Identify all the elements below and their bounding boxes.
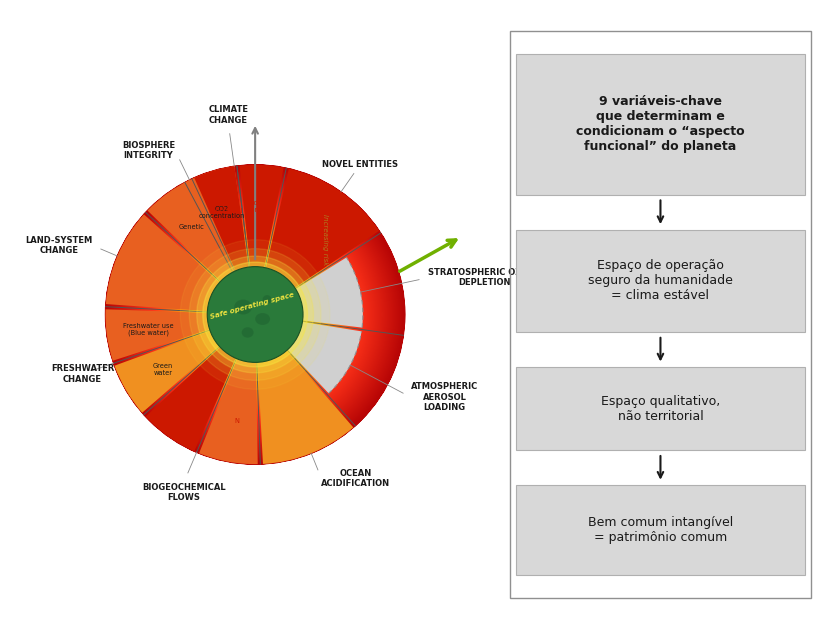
Wedge shape xyxy=(194,166,249,270)
Text: LAND-SYSTEM
CHANGE: LAND-SYSTEM CHANGE xyxy=(26,236,93,255)
Text: P: P xyxy=(191,400,195,406)
Text: Espaço qualitativo,
não territorial: Espaço qualitativo, não territorial xyxy=(601,395,720,423)
Text: BIOSPHERE
INTEGRITY: BIOSPHERE INTEGRITY xyxy=(122,141,175,160)
Text: N: N xyxy=(234,418,239,423)
FancyBboxPatch shape xyxy=(516,367,805,450)
Text: Radiative
forcing: Radiative forcing xyxy=(245,201,277,213)
Circle shape xyxy=(207,267,303,362)
Text: ATMOSPHERIC
AEROSOL
LOADING: ATMOSPHERIC AEROSOL LOADING xyxy=(411,382,478,412)
FancyBboxPatch shape xyxy=(516,54,805,195)
Wedge shape xyxy=(187,166,249,272)
Text: FRESHWATER
CHANGE: FRESHWATER CHANGE xyxy=(51,364,114,384)
Text: BIOGEOCHEMICAL
FLOWS: BIOGEOCHEMICAL FLOWS xyxy=(142,482,226,502)
Wedge shape xyxy=(258,350,353,464)
Wedge shape xyxy=(147,180,234,281)
Text: Genetic: Genetic xyxy=(179,225,205,230)
Text: 9 variáveis-chave
que determinam e
condicionam o “aspecto
funcional” do planeta: 9 variáveis-chave que determinam e condi… xyxy=(576,96,745,153)
Text: Bem comum intangível
= patrimônio comum: Bem comum intangível = patrimônio comum xyxy=(588,516,733,544)
FancyBboxPatch shape xyxy=(516,230,805,332)
Text: STRATOSPHERIC OZONE
DEPLETION: STRATOSPHERIC OZONE DEPLETION xyxy=(428,268,541,287)
Wedge shape xyxy=(105,309,210,361)
Text: Freshwater use
(Blue water): Freshwater use (Blue water) xyxy=(123,323,174,337)
Text: CLIMATE
CHANGE: CLIMATE CHANGE xyxy=(208,106,249,125)
Circle shape xyxy=(180,240,330,389)
FancyBboxPatch shape xyxy=(516,486,805,575)
Ellipse shape xyxy=(242,327,253,338)
Wedge shape xyxy=(295,257,363,328)
Text: Safe operating space: Safe operating space xyxy=(209,291,295,320)
Ellipse shape xyxy=(263,295,272,304)
Text: Functional: Functional xyxy=(208,208,243,214)
Wedge shape xyxy=(266,169,379,287)
Wedge shape xyxy=(146,347,235,451)
Text: OCEAN
ACIDIFICATION: OCEAN ACIDIFICATION xyxy=(321,469,390,488)
Text: Green
water: Green water xyxy=(152,364,173,377)
Text: Espaço de operação
seguro da humanidade
= clima estável: Espaço de operação seguro da humanidade … xyxy=(588,259,733,303)
Wedge shape xyxy=(114,331,219,413)
Text: NOVEL ENTITIES: NOVEL ENTITIES xyxy=(322,160,398,169)
Text: CO2
concentration: CO2 concentration xyxy=(198,206,245,218)
Text: Increasing risk: Increasing risk xyxy=(323,214,328,265)
Circle shape xyxy=(197,256,314,373)
Ellipse shape xyxy=(235,299,252,314)
Wedge shape xyxy=(106,214,220,311)
Wedge shape xyxy=(288,322,361,393)
Ellipse shape xyxy=(255,313,270,325)
Wedge shape xyxy=(199,359,258,464)
Circle shape xyxy=(189,248,321,381)
Circle shape xyxy=(202,262,308,367)
Wedge shape xyxy=(239,165,284,267)
